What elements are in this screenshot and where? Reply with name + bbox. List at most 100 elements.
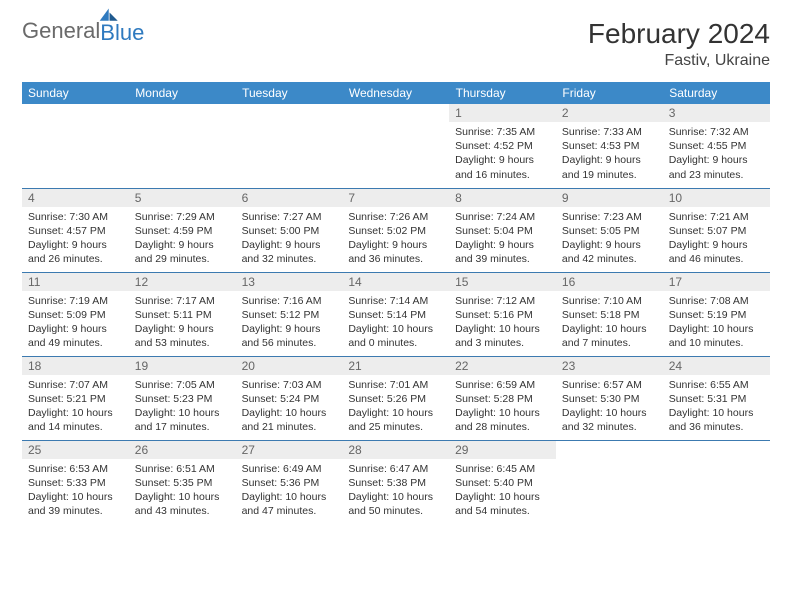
logo-text-general: General [22, 18, 100, 44]
calendar-cell: 24Sunrise: 6:55 AMSunset: 5:31 PMDayligh… [663, 356, 770, 440]
calendar-cell: 22Sunrise: 6:59 AMSunset: 5:28 PMDayligh… [449, 356, 556, 440]
calendar-week-row: ....1Sunrise: 7:35 AMSunset: 4:52 PMDayl… [22, 104, 770, 188]
title-block: February 2024 Fastiv, Ukraine [588, 18, 770, 70]
day-number: 22 [449, 357, 556, 375]
calendar-cell: 14Sunrise: 7:14 AMSunset: 5:14 PMDayligh… [342, 272, 449, 356]
day-number: 17 [663, 273, 770, 291]
calendar-cell: 11Sunrise: 7:19 AMSunset: 5:09 PMDayligh… [22, 272, 129, 356]
day-details: Sunrise: 7:03 AMSunset: 5:24 PMDaylight:… [236, 375, 343, 439]
day-number: 7 [342, 189, 449, 207]
calendar-cell: 2Sunrise: 7:33 AMSunset: 4:53 PMDaylight… [556, 104, 663, 188]
logo-text-blue: Blue [100, 20, 144, 46]
day-details: Sunrise: 7:12 AMSunset: 5:16 PMDaylight:… [449, 291, 556, 355]
day-details: Sunrise: 7:32 AMSunset: 4:55 PMDaylight:… [663, 122, 770, 186]
location: Fastiv, Ukraine [588, 52, 770, 70]
day-details: Sunrise: 7:07 AMSunset: 5:21 PMDaylight:… [22, 375, 129, 439]
calendar-cell: 28Sunrise: 6:47 AMSunset: 5:38 PMDayligh… [342, 440, 449, 524]
day-details: Sunrise: 7:10 AMSunset: 5:18 PMDaylight:… [556, 291, 663, 355]
day-number: 21 [342, 357, 449, 375]
calendar-cell: 15Sunrise: 7:12 AMSunset: 5:16 PMDayligh… [449, 272, 556, 356]
month-title: February 2024 [588, 18, 770, 50]
day-details: Sunrise: 7:30 AMSunset: 4:57 PMDaylight:… [22, 207, 129, 271]
day-details: Sunrise: 6:57 AMSunset: 5:30 PMDaylight:… [556, 375, 663, 439]
calendar-cell: 19Sunrise: 7:05 AMSunset: 5:23 PMDayligh… [129, 356, 236, 440]
logo: GeneralBlue [22, 18, 144, 46]
calendar-cell: 17Sunrise: 7:08 AMSunset: 5:19 PMDayligh… [663, 272, 770, 356]
day-number: 6 [236, 189, 343, 207]
day-number: 2 [556, 104, 663, 122]
day-details: Sunrise: 6:53 AMSunset: 5:33 PMDaylight:… [22, 459, 129, 523]
calendar-week-row: 18Sunrise: 7:07 AMSunset: 5:21 PMDayligh… [22, 356, 770, 440]
day-details: Sunrise: 7:19 AMSunset: 5:09 PMDaylight:… [22, 291, 129, 355]
header: GeneralBlue February 2024 Fastiv, Ukrain… [22, 18, 770, 70]
calendar-cell: 12Sunrise: 7:17 AMSunset: 5:11 PMDayligh… [129, 272, 236, 356]
calendar-cell: . [129, 104, 236, 188]
calendar-cell: 7Sunrise: 7:26 AMSunset: 5:02 PMDaylight… [342, 188, 449, 272]
day-number: 29 [449, 441, 556, 459]
calendar-cell: 25Sunrise: 6:53 AMSunset: 5:33 PMDayligh… [22, 440, 129, 524]
day-number: 26 [129, 441, 236, 459]
day-number: 4 [22, 189, 129, 207]
day-header: Monday [129, 82, 236, 104]
day-details: Sunrise: 7:24 AMSunset: 5:04 PMDaylight:… [449, 207, 556, 271]
header-row: Sunday Monday Tuesday Wednesday Thursday… [22, 82, 770, 104]
calendar-cell: . [663, 440, 770, 524]
calendar-week-row: 11Sunrise: 7:19 AMSunset: 5:09 PMDayligh… [22, 272, 770, 356]
day-details: Sunrise: 7:27 AMSunset: 5:00 PMDaylight:… [236, 207, 343, 271]
day-details: Sunrise: 6:49 AMSunset: 5:36 PMDaylight:… [236, 459, 343, 523]
day-details: Sunrise: 7:33 AMSunset: 4:53 PMDaylight:… [556, 122, 663, 186]
day-number: 18 [22, 357, 129, 375]
day-details: Sunrise: 7:35 AMSunset: 4:52 PMDaylight:… [449, 122, 556, 186]
day-details: Sunrise: 6:51 AMSunset: 5:35 PMDaylight:… [129, 459, 236, 523]
day-header: Wednesday [342, 82, 449, 104]
calendar-cell: 6Sunrise: 7:27 AMSunset: 5:00 PMDaylight… [236, 188, 343, 272]
calendar-cell: 1Sunrise: 7:35 AMSunset: 4:52 PMDaylight… [449, 104, 556, 188]
calendar-cell: 23Sunrise: 6:57 AMSunset: 5:30 PMDayligh… [556, 356, 663, 440]
calendar-cell: 8Sunrise: 7:24 AMSunset: 5:04 PMDaylight… [449, 188, 556, 272]
day-details: Sunrise: 7:26 AMSunset: 5:02 PMDaylight:… [342, 207, 449, 271]
calendar-cell: 20Sunrise: 7:03 AMSunset: 5:24 PMDayligh… [236, 356, 343, 440]
day-number: 27 [236, 441, 343, 459]
day-details: Sunrise: 6:59 AMSunset: 5:28 PMDaylight:… [449, 375, 556, 439]
calendar-week-row: 4Sunrise: 7:30 AMSunset: 4:57 PMDaylight… [22, 188, 770, 272]
day-details: Sunrise: 7:14 AMSunset: 5:14 PMDaylight:… [342, 291, 449, 355]
day-number: 8 [449, 189, 556, 207]
calendar-cell: 16Sunrise: 7:10 AMSunset: 5:18 PMDayligh… [556, 272, 663, 356]
day-details: Sunrise: 7:21 AMSunset: 5:07 PMDaylight:… [663, 207, 770, 271]
day-number: 28 [342, 441, 449, 459]
calendar-cell: . [22, 104, 129, 188]
calendar-table: Sunday Monday Tuesday Wednesday Thursday… [22, 82, 770, 524]
day-number: 13 [236, 273, 343, 291]
day-details: Sunrise: 7:29 AMSunset: 4:59 PMDaylight:… [129, 207, 236, 271]
calendar-cell: 5Sunrise: 7:29 AMSunset: 4:59 PMDaylight… [129, 188, 236, 272]
day-number: 23 [556, 357, 663, 375]
day-header: Saturday [663, 82, 770, 104]
day-number: 19 [129, 357, 236, 375]
day-details: Sunrise: 7:01 AMSunset: 5:26 PMDaylight:… [342, 375, 449, 439]
day-details: Sunrise: 6:47 AMSunset: 5:38 PMDaylight:… [342, 459, 449, 523]
calendar-cell: 29Sunrise: 6:45 AMSunset: 5:40 PMDayligh… [449, 440, 556, 524]
calendar-cell: 21Sunrise: 7:01 AMSunset: 5:26 PMDayligh… [342, 356, 449, 440]
day-number: 20 [236, 357, 343, 375]
calendar-cell: . [236, 104, 343, 188]
calendar-week-row: 25Sunrise: 6:53 AMSunset: 5:33 PMDayligh… [22, 440, 770, 524]
day-header: Thursday [449, 82, 556, 104]
calendar-cell: . [342, 104, 449, 188]
day-header: Sunday [22, 82, 129, 104]
day-details: Sunrise: 7:23 AMSunset: 5:05 PMDaylight:… [556, 207, 663, 271]
day-number: 15 [449, 273, 556, 291]
day-number: 10 [663, 189, 770, 207]
day-details: Sunrise: 7:16 AMSunset: 5:12 PMDaylight:… [236, 291, 343, 355]
day-number: 3 [663, 104, 770, 122]
day-number: 25 [22, 441, 129, 459]
calendar-cell: 4Sunrise: 7:30 AMSunset: 4:57 PMDaylight… [22, 188, 129, 272]
calendar-cell: 18Sunrise: 7:07 AMSunset: 5:21 PMDayligh… [22, 356, 129, 440]
day-details: Sunrise: 7:17 AMSunset: 5:11 PMDaylight:… [129, 291, 236, 355]
day-header: Tuesday [236, 82, 343, 104]
day-number: 11 [22, 273, 129, 291]
calendar-cell: 27Sunrise: 6:49 AMSunset: 5:36 PMDayligh… [236, 440, 343, 524]
day-number: 12 [129, 273, 236, 291]
day-number: 14 [342, 273, 449, 291]
calendar-cell: 26Sunrise: 6:51 AMSunset: 5:35 PMDayligh… [129, 440, 236, 524]
day-number: 24 [663, 357, 770, 375]
